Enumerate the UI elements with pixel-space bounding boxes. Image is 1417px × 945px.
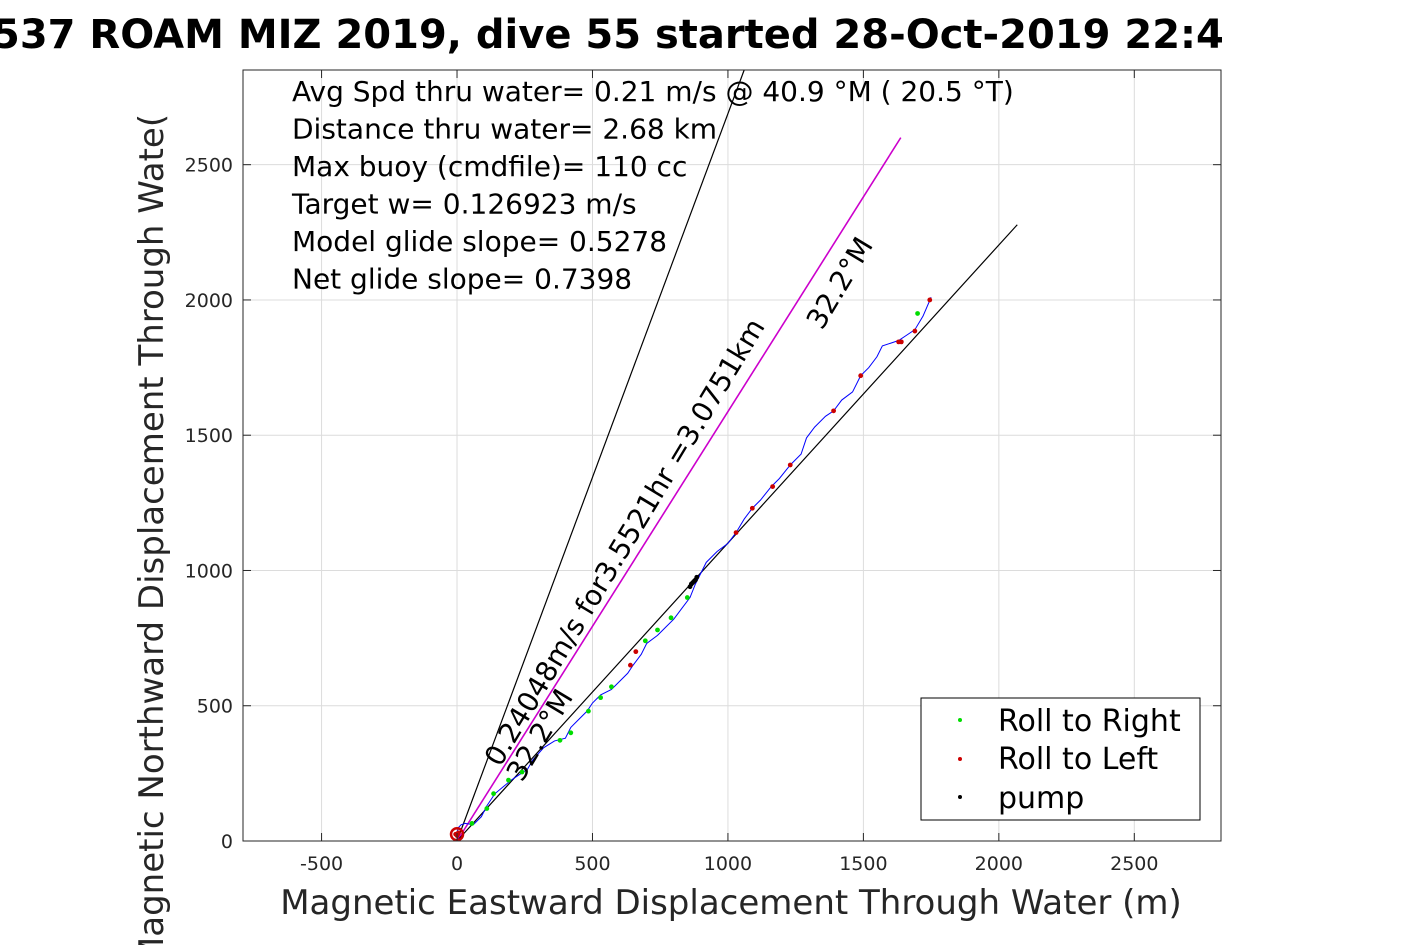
grid: [243, 70, 1221, 842]
chart-title: 537 ROAM MIZ 2019, dive 55 started 28-Oc…: [0, 12, 1224, 58]
info-line: Distance thru water= 2.68 km: [292, 113, 717, 146]
legend-marker-pump: [958, 795, 962, 799]
x-tick-label: 1000: [704, 853, 752, 875]
roll-left-point: [858, 373, 864, 379]
x-axis-label: Magnetic Eastward Displacement Through W…: [280, 883, 1182, 923]
legend-label-roll-right: Roll to Right: [998, 704, 1181, 739]
y-tick-label: 1500: [185, 425, 233, 447]
roll-left-point: [787, 462, 793, 468]
roll-right-point: [598, 695, 604, 701]
legend: Roll to Right Roll to Left pump: [920, 697, 1201, 821]
roll-right-point: [915, 311, 920, 316]
x-tick-label: 500: [574, 853, 610, 875]
legend-marker-roll-right: [958, 718, 962, 722]
x-ticks: -500 0 500 1000 1500 2000 2500: [300, 70, 1158, 875]
legend-box: [920, 697, 1201, 821]
roll-left-point: [628, 662, 633, 668]
y-tick-label: 500: [197, 696, 233, 718]
roll-right-point: [506, 777, 511, 783]
roll-right-point: [568, 730, 574, 736]
track-line: [456, 297, 932, 834]
info-line: Net glide slope= 0.7398: [292, 263, 632, 296]
info-line: Target w= 0.126923 m/s: [291, 188, 637, 221]
y-tick-label: 0: [221, 831, 233, 853]
roll-left-point: [831, 408, 836, 414]
roll-right-point: [655, 627, 660, 633]
roll-right-point: [469, 821, 475, 826]
y-tick-label: 1000: [185, 560, 233, 582]
pump-point: [694, 574, 700, 580]
roll-right-point: [684, 595, 690, 600]
plot-area-frame: [242, 69, 1222, 842]
roll-left-point: [912, 328, 918, 334]
info-line: Max buoy (cmdfile)= 110 cc: [292, 150, 687, 183]
x-tick-label: 1500: [839, 853, 887, 875]
x-tick-label: 2500: [1110, 853, 1158, 875]
info-text-block: Avg Spd thru water= 0.21 m/s @ 40.9 °M (…: [291, 75, 1014, 296]
roll-left-point: [770, 484, 776, 490]
x-tick-label: 0: [451, 853, 463, 875]
legend-label-pump: pump: [998, 781, 1084, 816]
y-ticks: 0 500 1000 1500 2000 2500: [185, 155, 1221, 853]
roll-left-point: [633, 649, 639, 655]
roll-right-point: [668, 615, 674, 621]
roll-right-point: [586, 708, 591, 714]
roll-right-point: [609, 684, 614, 690]
annotation-heading-upper: 32.2°M: [800, 231, 880, 334]
roll-left-point: [898, 339, 904, 345]
roll-right-point: [557, 737, 563, 743]
roll-right-point: [519, 769, 525, 775]
y-tick-label: 2500: [185, 155, 233, 177]
roll-left-point: [749, 505, 755, 511]
roll-left-point: [927, 297, 933, 303]
y-tick-label: 2000: [185, 290, 233, 312]
legend-marker-roll-left: [958, 757, 962, 761]
legend-label-roll-left: Roll to Left: [998, 742, 1158, 777]
bounding-line-left: [456, 69, 745, 842]
heading-line: [456, 137, 902, 842]
info-line: Model glide slope= 0.5278: [292, 225, 667, 258]
roll-right-point: [642, 638, 648, 644]
x-tick-label: 2000: [975, 853, 1023, 875]
x-tick-label: -500: [300, 853, 343, 875]
roll-right-point: [491, 791, 496, 797]
y-axis-label: Magnetic Northward Displacement Through …: [132, 114, 172, 945]
roll-right-point: [484, 806, 490, 811]
roll-left-point: [733, 530, 739, 535]
info-line: Avg Spd thru water= 0.21 m/s @ 40.9 °M (…: [292, 75, 1014, 108]
